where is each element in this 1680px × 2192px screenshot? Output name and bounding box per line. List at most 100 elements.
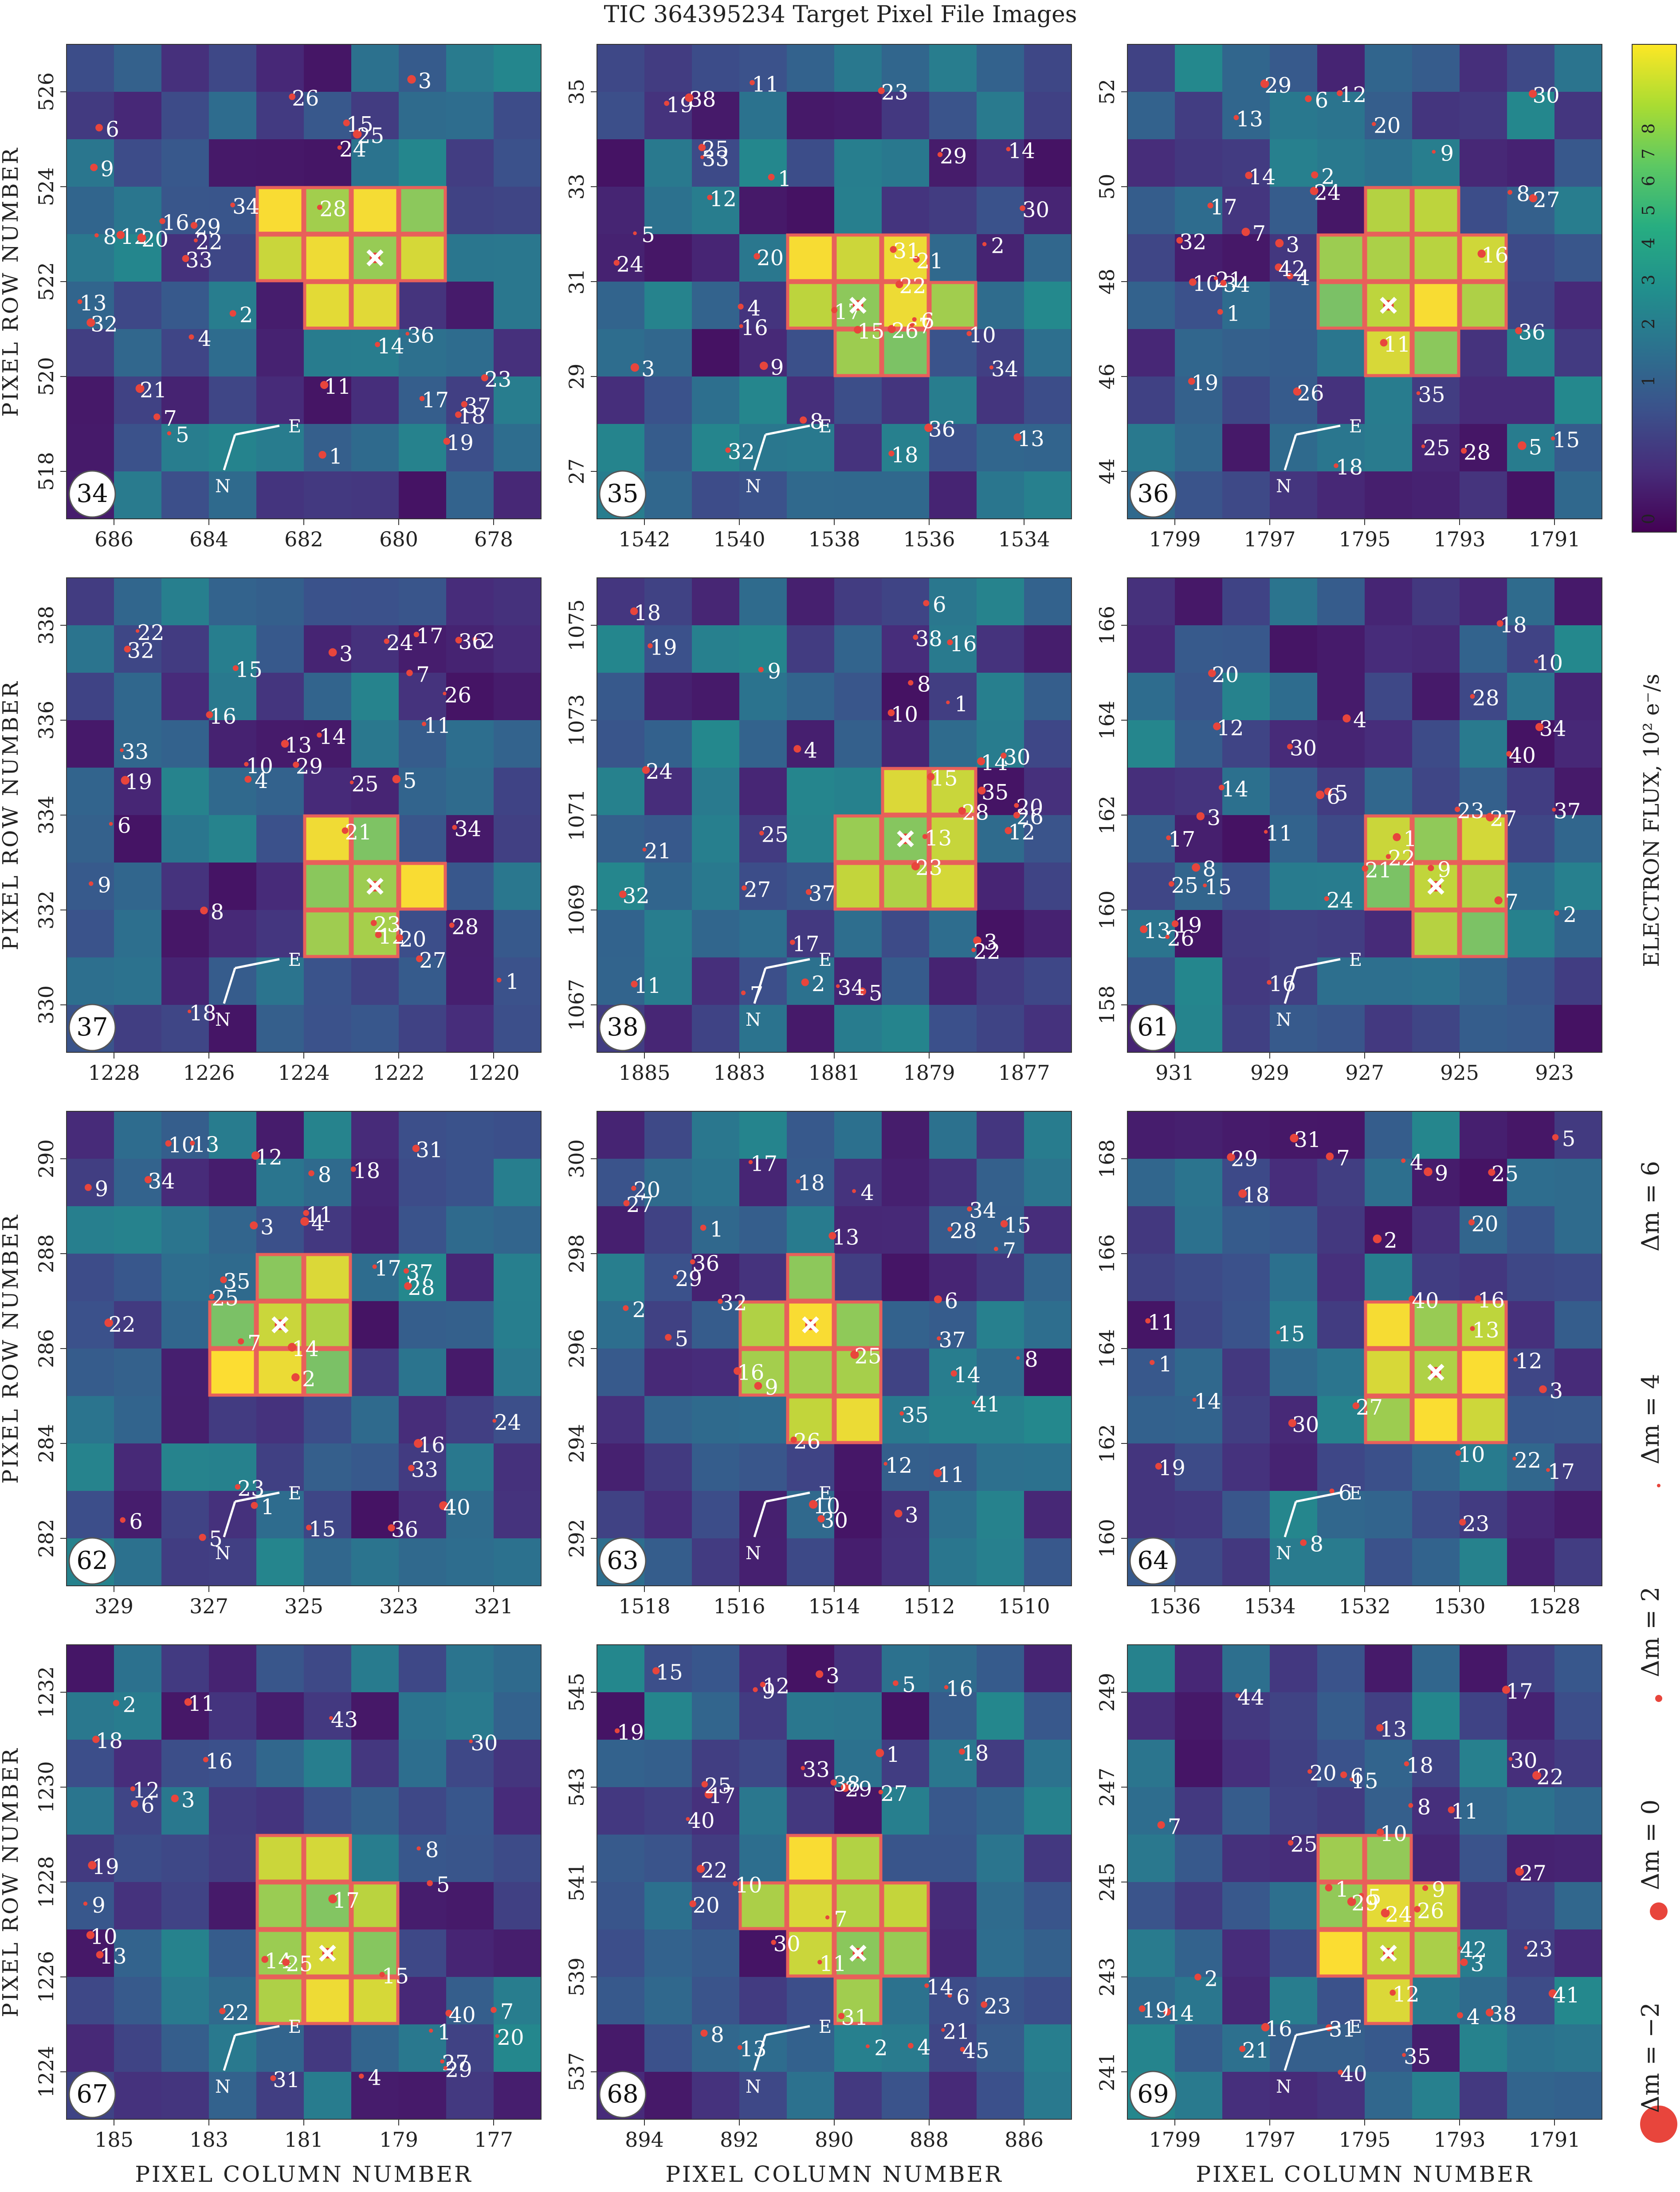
pixel (1412, 1111, 1460, 1159)
star-label: 5 (902, 1673, 916, 1698)
star-label: 28 (950, 1219, 977, 1243)
pixel (1460, 1692, 1507, 1740)
pixel (597, 1443, 645, 1491)
star-label: 1 (506, 969, 519, 994)
star-marker (1552, 808, 1556, 812)
y-tick-label: 332 (34, 890, 58, 929)
pixel (209, 139, 257, 187)
pixel (1412, 187, 1460, 235)
star-label: 25 (212, 1286, 239, 1311)
star-marker (1287, 273, 1293, 280)
pixel (787, 424, 835, 472)
pixel (1507, 720, 1555, 768)
aperture-pixel (255, 1834, 305, 1883)
pixel (114, 1692, 162, 1740)
pixel (597, 578, 645, 626)
pixel (1222, 92, 1270, 140)
sector-number: 34 (76, 479, 108, 508)
aperture-pixel (786, 1348, 835, 1397)
pixel (1024, 1740, 1072, 1788)
star-label: 15 (382, 1964, 409, 1989)
star-marker (350, 1166, 356, 1172)
aperture-pixel (1459, 1300, 1508, 1349)
pixel (787, 720, 835, 768)
star-marker (753, 1687, 758, 1692)
aperture-pixel (881, 814, 930, 863)
pixel (446, 1835, 494, 1882)
pixel (787, 957, 835, 1005)
pixel (882, 1491, 930, 1539)
star-label: 30 (1533, 83, 1560, 108)
star-marker (725, 447, 731, 453)
pixel (929, 1301, 977, 1349)
pixel (692, 1645, 740, 1693)
pixel (929, 1882, 977, 1930)
pixel (929, 329, 977, 377)
pixel (399, 329, 447, 377)
x-tick-label: 329 (94, 1594, 133, 1618)
pixel (644, 44, 692, 92)
star-label: 3 (1550, 1379, 1563, 1404)
star-label: 27 (442, 2051, 469, 2075)
pixel (304, 1159, 352, 1207)
star-marker (135, 384, 145, 393)
pixel (256, 768, 304, 816)
star-label: 9 (1432, 1878, 1445, 1902)
pixel (1412, 768, 1460, 816)
pixel (209, 1206, 257, 1254)
star-label: 9 (1437, 857, 1451, 882)
pixel (1507, 625, 1555, 673)
pixel (161, 625, 209, 673)
pixel (1507, 1301, 1555, 1349)
star-marker (993, 1247, 998, 1251)
pixel (494, 1929, 542, 1977)
pixel (644, 957, 692, 1005)
pixel (977, 1882, 1024, 1930)
pixel (1365, 673, 1413, 721)
star-label: 3 (905, 1503, 919, 1528)
pixel (1127, 1159, 1175, 1207)
pixel (1554, 673, 1602, 721)
star-label: 16 (950, 632, 977, 657)
y-tick-label: 294 (565, 1424, 589, 1463)
star-marker (1227, 1153, 1235, 1161)
pixel (114, 1159, 162, 1207)
pixel (977, 1254, 1024, 1302)
y-tick-label: 1232 (34, 1666, 58, 1718)
pixel (256, 44, 304, 92)
pixel (114, 1835, 162, 1882)
star-marker (739, 324, 743, 328)
y-tick-label: 1071 (565, 789, 589, 841)
star-marker (131, 1800, 138, 1808)
star-marker (455, 411, 462, 418)
star-label: 18 (962, 1741, 989, 1766)
y-tick-label: 298 (565, 1234, 589, 1273)
star-label: 10 (735, 1873, 762, 1898)
pixel (351, 1159, 399, 1207)
pixel (1554, 910, 1602, 958)
pixel (1317, 187, 1365, 235)
y-tick-label: 537 (565, 2052, 589, 2091)
pixel (977, 625, 1024, 673)
star-label: 35 (1418, 383, 1445, 408)
star-label: 12 (1217, 716, 1244, 741)
pixel (929, 1977, 977, 2025)
star-label: 17 (792, 932, 819, 957)
star-label: 1 (710, 1217, 723, 1242)
star-marker (760, 1682, 765, 1687)
star-label: 27 (880, 1781, 907, 1806)
panel-sector-69: 1234567891011121314151617181920212223242… (1095, 1644, 1602, 2152)
pixel (399, 234, 447, 282)
pixel (1270, 1929, 1318, 1977)
pixel (597, 187, 645, 235)
pixel (1365, 578, 1413, 626)
star-label: 24 (386, 631, 413, 655)
star-label: 12 (762, 1674, 789, 1699)
pixel (351, 1206, 399, 1254)
pixel (929, 673, 977, 721)
pixel (114, 424, 162, 472)
star-marker (165, 1140, 172, 1147)
pixel (256, 1206, 304, 1254)
star-label: 4 (1353, 708, 1367, 733)
pixel (1317, 1443, 1365, 1491)
